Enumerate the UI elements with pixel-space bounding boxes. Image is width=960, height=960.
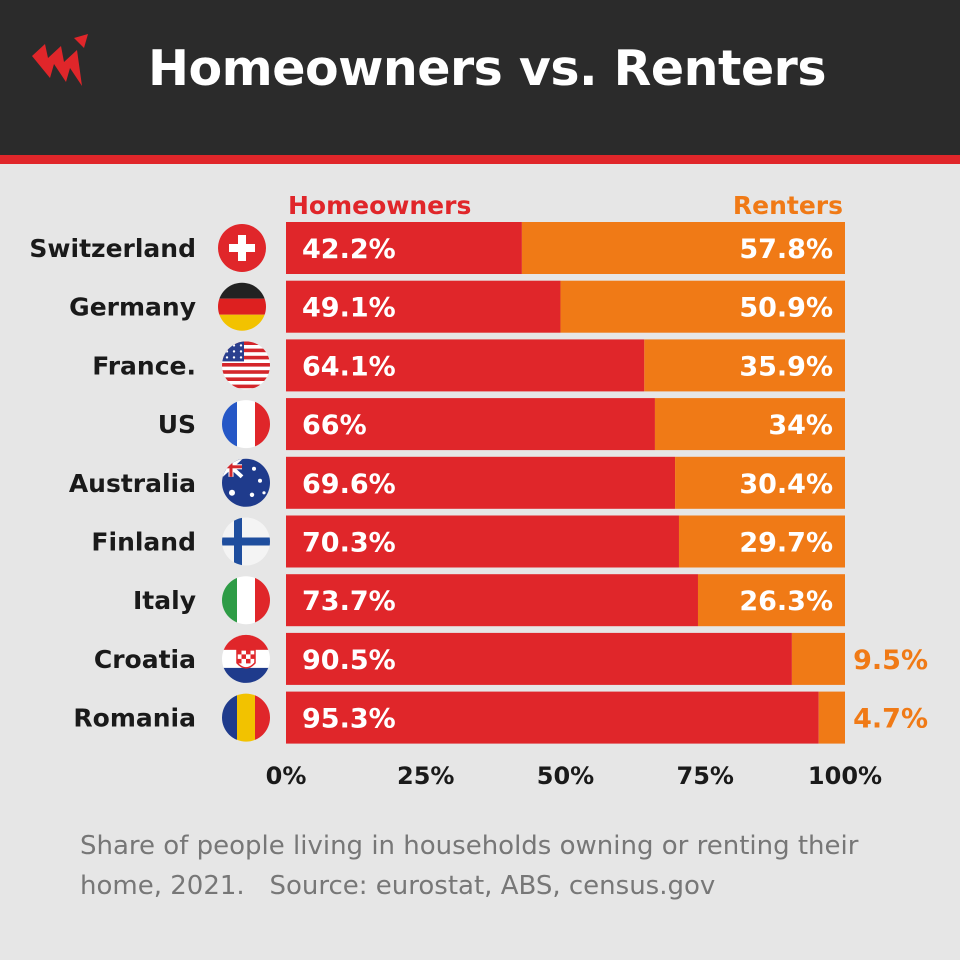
page-title: Homeowners vs. Renters <box>148 40 827 97</box>
category-label: Australia <box>69 469 196 498</box>
flag-australia-icon <box>222 458 270 507</box>
value-label-homeowners: 69.6% <box>302 469 396 500</box>
footnote-line2: home, 2021. <box>80 871 245 901</box>
category-label: Romania <box>73 704 196 733</box>
value-label-renters: 9.5% <box>853 645 928 676</box>
bar-homeowners <box>286 574 698 627</box>
bar-homeowners <box>286 515 679 568</box>
header-stripe <box>0 155 960 164</box>
bar-renters <box>818 691 845 744</box>
value-label-renters: 26.3% <box>739 586 833 617</box>
flag-italy-icon <box>222 576 270 625</box>
footnote-source: Source: eurostat, ABS, census.gov <box>269 871 716 901</box>
legend-homeowners: Homeowners <box>288 191 471 220</box>
bar-renters <box>678 515 845 568</box>
bar-homeowners <box>286 632 792 685</box>
sbs-logo-icon <box>32 34 88 86</box>
value-label-renters: 35.9% <box>739 351 833 382</box>
flag-germany-icon <box>218 282 266 331</box>
flag-romania-icon <box>222 693 270 742</box>
value-label-homeowners: 49.1% <box>302 293 396 324</box>
bar-renters <box>697 574 845 627</box>
value-label-homeowners: 42.2% <box>302 234 396 265</box>
bar-homeowners <box>286 691 819 744</box>
value-label-renters: 4.7% <box>853 704 928 735</box>
flag-usa-icon <box>222 341 270 390</box>
bar-homeowners <box>286 339 645 392</box>
flag-switzerland-icon <box>218 224 266 272</box>
value-label-homeowners: 66% <box>302 410 367 441</box>
value-label-homeowners: 70.3% <box>302 528 396 559</box>
category-label: Croatia <box>94 645 196 674</box>
footnote-line1: Share of people living in households own… <box>80 831 859 861</box>
x-tick-label: 100% <box>808 762 882 790</box>
x-tick-label: 0% <box>266 762 307 790</box>
category-label: Finland <box>91 528 196 557</box>
legend-renters: Renters <box>733 191 843 220</box>
bar-homeowners <box>286 456 676 509</box>
bar-renters <box>791 632 845 685</box>
stacked-bar-chart: Homeowners Renters Switzerland 42.2% 57.8% Ge… <box>29 191 928 790</box>
bar-renters <box>644 339 845 392</box>
value-label-homeowners: 90.5% <box>302 645 396 676</box>
bar-homeowners <box>286 280 561 333</box>
flag-croatia-icon <box>222 634 270 683</box>
x-tick-label: 75% <box>677 762 734 790</box>
footnote: Share of people living in households own… <box>80 826 920 906</box>
header-bar <box>0 0 960 155</box>
bar-homeowners <box>286 398 655 451</box>
bar-renters <box>560 280 845 333</box>
x-tick-label: 25% <box>397 762 454 790</box>
value-label-renters: 57.8% <box>739 234 833 265</box>
value-label-renters: 30.4% <box>739 469 833 500</box>
flag-france-icon <box>222 400 270 449</box>
bar-renters <box>654 398 845 451</box>
value-label-renters: 50.9% <box>739 293 833 324</box>
value-label-renters: 34% <box>768 410 833 441</box>
value-label-homeowners: 73.7% <box>302 586 396 617</box>
category-label: US <box>158 410 196 439</box>
category-label: Italy <box>133 586 196 615</box>
bar-renters <box>521 222 845 274</box>
category-label: France. <box>92 351 196 380</box>
category-label: Switzerland <box>29 234 196 263</box>
value-label-homeowners: 64.1% <box>302 351 396 382</box>
x-tick-label: 50% <box>537 762 594 790</box>
bar-renters <box>675 456 845 509</box>
bar-homeowners <box>286 222 522 274</box>
value-label-homeowners: 95.3% <box>302 704 396 735</box>
value-label-renters: 29.7% <box>739 528 833 559</box>
category-label: Germany <box>69 293 196 322</box>
flag-finland-icon <box>222 517 270 566</box>
